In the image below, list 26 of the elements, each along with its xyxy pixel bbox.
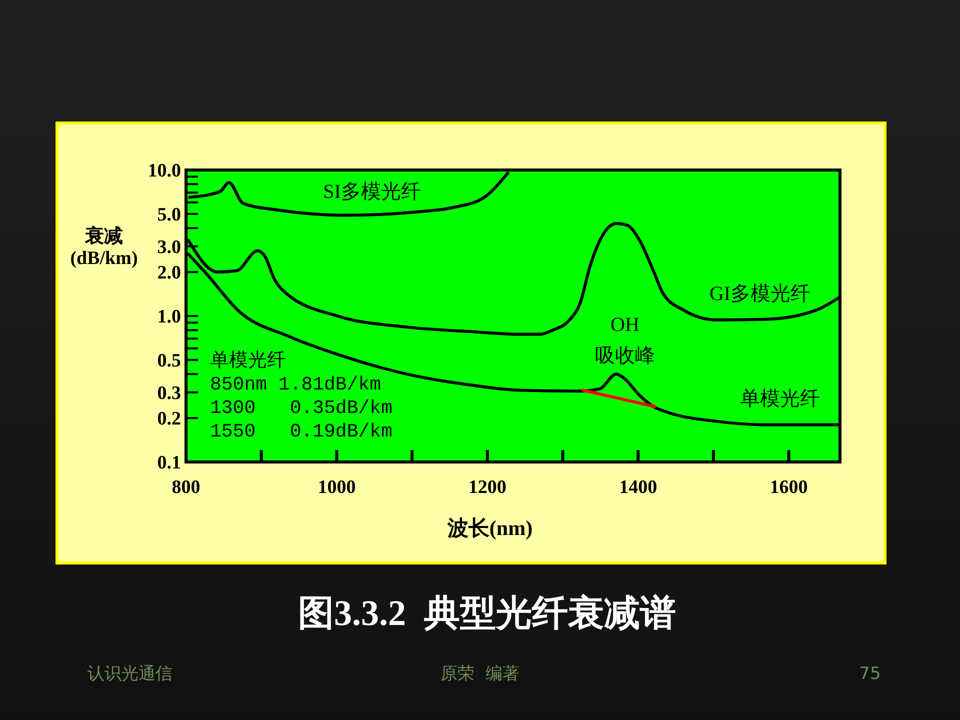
text: 图3.3.2 典型光纤衰减谱 [298, 593, 676, 633]
series-label: SI多模光纤 [323, 181, 421, 203]
x-tick-label: 800 [172, 477, 200, 498]
series-label: GI多模光纤 [709, 283, 811, 305]
x-tick-label: 1400 [619, 477, 658, 498]
x-axis-title: 波长(nm) [446, 516, 533, 540]
y-tick-label: 0.5 [157, 350, 181, 372]
y-axis-title: 衰减 (dB/km) [70, 225, 138, 269]
y-tick-label: 1.0 [157, 306, 181, 328]
annotation: 单模光纤 850nm 1.81dB/km 1300 0.35dB/km 1550 0.19dB/km [210, 350, 392, 442]
line-series [188, 172, 510, 217]
y-tick-label: 0.2 [157, 408, 181, 430]
y-tick-label: 0.3 [157, 382, 181, 404]
y-tick-label: 2.0 [157, 262, 181, 284]
y-tick-label: 3.0 [157, 236, 181, 258]
y-tick-label: 5.0 [157, 204, 181, 226]
text: 认识光通信 [88, 664, 172, 684]
y-tick-label: 0.1 [157, 452, 181, 474]
annotation: OH 吸收峰 [595, 314, 655, 367]
x-tick-label: 1200 [468, 477, 506, 498]
text: 75 [859, 664, 881, 684]
series-label: 单模光纤 [740, 388, 820, 410]
y-tick-label: 10.0 [148, 160, 181, 182]
x-tick-label: 1000 [318, 477, 356, 498]
x-tick-label: 1600 [770, 477, 808, 498]
text: 原荣 编著 [440, 664, 520, 684]
